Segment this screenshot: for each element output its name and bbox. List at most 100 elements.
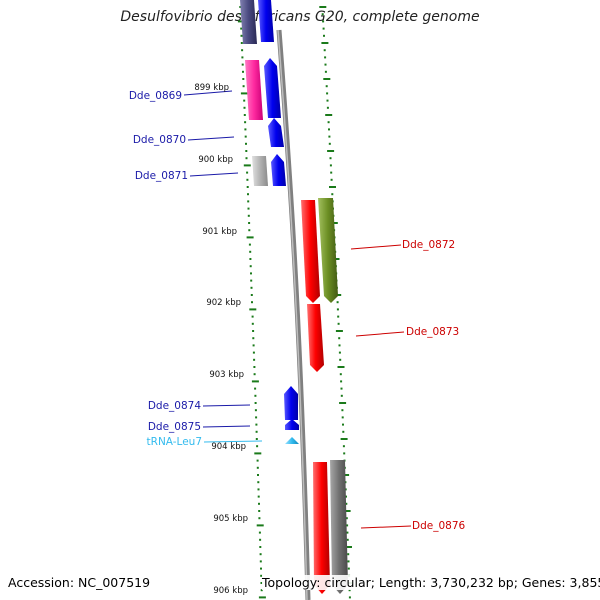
kbp-tick — [256, 445, 259, 448]
gc-tick — [326, 92, 329, 95]
kbp-tick — [243, 99, 246, 102]
gene-label-trna-leu7[interactable]: tRNA-Leu7 — [147, 436, 202, 448]
gc-tick — [339, 358, 342, 361]
kbp-tick — [242, 78, 245, 80]
kbp-tick — [251, 380, 259, 383]
kbp-tick — [249, 258, 252, 260]
kbp-tick — [254, 387, 257, 390]
gene-label-dde-0871[interactable]: Dde_0871 — [135, 170, 188, 182]
gene-dde-0875[interactable] — [285, 419, 299, 430]
gc-tick — [335, 330, 343, 332]
kbp-tick — [240, 27, 243, 30]
kbp-tick — [255, 423, 258, 426]
gc-tick — [338, 344, 341, 347]
gc-tick — [323, 49, 326, 52]
gc-tick — [345, 546, 352, 548]
gc-tick — [330, 171, 333, 174]
gc-tick — [337, 366, 345, 368]
kbp-label: 900 kbp — [198, 155, 233, 165]
gene-label-dde-0873[interactable]: Dde_0873 — [406, 326, 459, 338]
gc-tick — [340, 380, 343, 383]
kbp-tick — [253, 373, 256, 376]
kbp-label: 903 kbp — [209, 370, 244, 380]
kbp-label: 901 kbp — [202, 227, 237, 237]
kbp-label: 906 kbp — [213, 586, 248, 596]
gc-tick — [324, 70, 327, 73]
gc-tick — [339, 402, 347, 404]
kbp-tick — [240, 42, 243, 44]
gc-tick — [342, 423, 344, 426]
gene-dde-0868[interactable] — [240, 0, 257, 44]
gc-tick — [336, 308, 339, 311]
kbp-tick — [260, 582, 263, 584]
gc-tick — [348, 596, 351, 599]
kbp-tick — [246, 171, 249, 174]
kbp-tick — [251, 315, 254, 318]
kbp-tick — [247, 193, 249, 196]
left-leader-lines — [183, 90, 251, 428]
gene-label-dde-0875[interactable]: Dde_0875 — [148, 421, 201, 433]
gene-label-dde-0876[interactable]: Dde_0876 — [412, 520, 466, 532]
gc-tick — [343, 510, 351, 512]
gene-label-dde-0870[interactable]: Dde_0870 — [133, 134, 186, 146]
kbp-tick — [246, 236, 254, 239]
kbp-tick — [255, 416, 258, 419]
gc-tick — [342, 430, 345, 433]
gene-label-dde-0874[interactable]: Dde_0874 — [148, 400, 202, 412]
gene-dde-0871[interactable] — [271, 154, 286, 186]
kbp-tick — [247, 214, 250, 217]
gc-tick — [326, 106, 329, 109]
gene-dde-0872-olive[interactable] — [318, 198, 338, 303]
gc-tick — [345, 502, 348, 505]
gc-tick — [341, 416, 344, 419]
gene-dde-0870[interactable] — [268, 118, 284, 147]
gene-dde-0873[interactable] — [307, 304, 324, 372]
kbp-tick — [258, 596, 266, 599]
kbp-tick — [240, 34, 243, 37]
gene-dde-0872[interactable] — [301, 200, 320, 303]
kbp-tick — [259, 546, 262, 548]
kbp-label: 899 kbp — [194, 83, 229, 93]
gc-tick — [329, 164, 332, 167]
kbp-label: 904 kbp — [211, 442, 246, 452]
gc-tick — [347, 553, 350, 556]
gene-dde-0876[interactable] — [313, 462, 330, 594]
kbp-tick — [254, 452, 262, 455]
gc-tick — [323, 34, 325, 37]
gene-label-dde-0872[interactable]: Dde_0872 — [402, 239, 455, 251]
gc-tick — [346, 531, 349, 534]
kbp-tick — [243, 164, 251, 167]
gene-dde-0876-gray[interactable] — [330, 460, 348, 594]
gene-trna-leu7[interactable] — [285, 437, 299, 444]
gc-tick — [338, 351, 341, 354]
gc-tick — [329, 157, 332, 160]
gc-tick — [348, 589, 351, 592]
kbp-tick — [245, 142, 247, 145]
gene-dde-0871-gray[interactable] — [252, 156, 268, 186]
kbp-tick — [257, 495, 260, 498]
gc-tick — [346, 538, 349, 541]
kbp-tick — [247, 207, 250, 210]
genome-title: Desulfovibrio desulfuricans G20, complet… — [120, 9, 480, 25]
gene-dde-0868b[interactable] — [258, 0, 274, 42]
kbp-tick — [250, 272, 252, 275]
kbp-tick — [253, 358, 256, 361]
gc-tick — [327, 121, 330, 124]
gene-label-dde-0869[interactable]: Dde_0869 — [129, 90, 182, 102]
kbp-tick — [237, 20, 245, 23]
kbp-tick — [259, 560, 262, 563]
gc-tick — [324, 63, 327, 66]
gc-tick — [330, 222, 338, 224]
gene-dde-0874[interactable] — [284, 386, 298, 420]
kbp-tick — [239, 13, 242, 16]
kbp-tick — [258, 502, 260, 505]
gene-dde-0869-pink[interactable] — [245, 60, 263, 120]
kbp-tick — [252, 344, 255, 347]
kbp-tick-marks — [237, 6, 266, 599]
kbp-tick — [249, 308, 257, 311]
gc-tick — [322, 27, 325, 30]
kbp-tick — [241, 63, 244, 66]
kbp-tick — [250, 294, 253, 296]
gene-dde-0869[interactable] — [264, 58, 281, 118]
